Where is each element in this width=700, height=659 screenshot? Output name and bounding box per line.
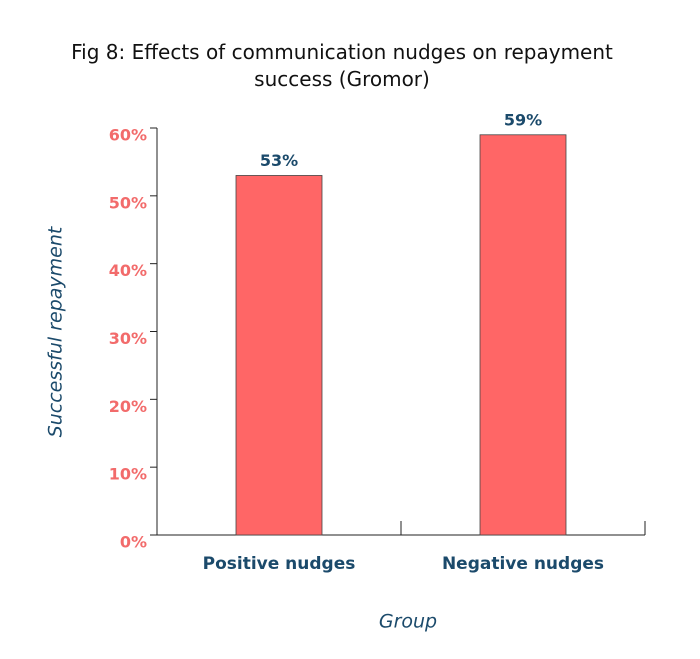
bar	[235, 175, 323, 536]
y-tick-label: 50%	[109, 193, 147, 212]
x-axis-title: Group	[379, 611, 437, 633]
y-tick-label: 60%	[109, 126, 147, 145]
x-tick-label: Positive nudges	[203, 554, 356, 574]
value-label: 59%	[504, 110, 542, 129]
value-label: 53%	[260, 151, 298, 170]
bar	[479, 134, 567, 536]
y-tick-label: 20%	[109, 397, 147, 416]
y-tick-label: 0%	[120, 533, 147, 552]
y-tick-label: 10%	[109, 465, 147, 484]
y-tick-label: 30%	[109, 329, 147, 348]
x-tick-label: Negative nudges	[442, 554, 604, 574]
chart-title: Fig 8: Effects of communication nudges o…	[71, 40, 613, 91]
y-tick-label: 40%	[109, 261, 147, 280]
y-axis-title: Successful repayment	[45, 225, 67, 437]
